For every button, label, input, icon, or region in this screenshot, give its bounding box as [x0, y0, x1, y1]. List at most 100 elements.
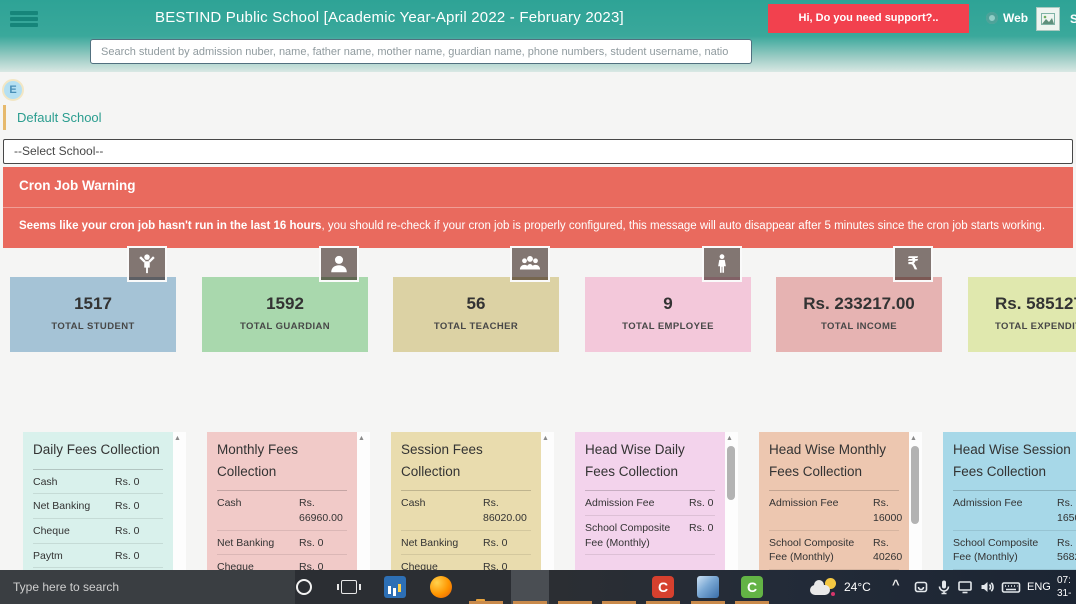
warning-message-bold: Seems like your cron job hasn't run in t…	[19, 220, 322, 232]
total-student-card: 1517 TOTAL STUDENT	[10, 277, 176, 352]
scrollbar[interactable]: ▲	[909, 432, 922, 604]
default-school-label: Default School	[17, 110, 102, 125]
fee-row: School Composite Fee (Monthly) Rs. 40260	[769, 531, 902, 570]
scroll-up-icon[interactable]: ▲	[542, 435, 549, 442]
clock-date: 31-	[1057, 587, 1072, 599]
support-button[interactable]: Hi, Do you need support?..	[768, 4, 969, 33]
web-icon	[986, 12, 998, 24]
card-title: Head Wise Session Fees Collection	[953, 439, 1076, 492]
web-label: Web	[1003, 11, 1029, 25]
open-app-indicator	[602, 601, 636, 604]
open-app-indicator	[646, 601, 680, 604]
fee-row: Cash Rs. 0	[33, 470, 163, 495]
camtasia-green-icon[interactable]: C	[741, 576, 763, 598]
fee-row: Cash Rs. 86020.00	[401, 491, 531, 531]
hamburger-menu-icon[interactable]	[10, 9, 38, 31]
student-search-input[interactable]	[90, 39, 752, 64]
scroll-up-icon[interactable]: ▲	[174, 435, 181, 442]
cron-job-warning-banner: Cron Job Warning Seems like your cron jo…	[3, 167, 1073, 248]
scrollbar[interactable]: ▲	[725, 432, 738, 604]
warning-title: Cron Job Warning	[19, 178, 136, 193]
tray-microphone-icon[interactable]	[936, 579, 952, 600]
scroll-up-icon[interactable]: ▲	[358, 435, 365, 442]
stat-label: TOTAL GUARDIAN	[239, 321, 331, 332]
warning-divider	[3, 207, 1073, 208]
fee-row: Cheque Rs. 0	[33, 519, 163, 544]
warning-message: Seems like your cron job hasn't run in t…	[19, 220, 1059, 232]
avatar[interactable]: E	[2, 79, 24, 101]
app-header: BESTIND Public School [Academic Year-Apr…	[0, 0, 1076, 72]
stat-label: TOTAL INCOME	[820, 321, 898, 332]
scrollbar[interactable]: ▲	[541, 432, 554, 604]
taskbar-clock[interactable]: 07: 31-	[1057, 575, 1071, 600]
card-title: Head Wise Daily Fees Collection	[585, 439, 715, 492]
school-select-dropdown[interactable]: --Select School--	[3, 139, 1073, 164]
windows-taskbar: Type here to search C C 24°C ^	[0, 570, 1076, 604]
profile-broken-image-icon[interactable]	[1036, 7, 1060, 31]
cortana-icon[interactable]	[296, 579, 312, 595]
scrollbar-thumb[interactable]	[911, 446, 919, 524]
fee-row: Admission Fee Rs. 16000	[769, 491, 902, 531]
page-title: BESTIND Public School [Academic Year-Apr…	[155, 9, 624, 26]
tray-chevron-up-icon[interactable]: ^	[892, 577, 900, 592]
stat-value: 56	[466, 294, 486, 313]
weather-icon[interactable]	[810, 578, 838, 596]
tray-snip-icon[interactable]	[913, 579, 929, 600]
open-app-indicator	[691, 601, 725, 604]
taskbar-search-box[interactable]: Type here to search	[0, 570, 295, 604]
fee-row: School Composite Fee (Monthly)Rs. 56820	[953, 531, 1076, 570]
firefox-icon[interactable]	[430, 576, 452, 598]
stat-value: 9	[663, 294, 673, 313]
tray-network-icon[interactable]	[957, 579, 973, 600]
stat-value: Rs. 233217.00	[803, 294, 915, 313]
fee-row: Cash Rs. 66960.00	[217, 491, 347, 531]
employee-icon	[702, 246, 742, 282]
scroll-up-icon[interactable]: ▲	[910, 435, 917, 442]
stat-value: 1592	[266, 294, 304, 313]
total-teacher-card: 56 TOTAL TEACHER	[393, 277, 559, 352]
fee-row: Net Banking Rs. 0	[401, 531, 531, 556]
task-view-icon[interactable]	[337, 580, 361, 594]
fee-row: Net Banking Rs. 0	[217, 531, 347, 556]
chrome-active-highlight	[511, 570, 549, 604]
open-app-indicator	[469, 601, 503, 604]
language-indicator[interactable]: ENG	[1027, 581, 1051, 593]
card-title: Daily Fees Collection	[33, 439, 163, 470]
scrollbar[interactable]: ▲	[173, 432, 186, 604]
fee-row: Admission Fee Rs. 0	[585, 491, 715, 516]
camtasia-red-icon[interactable]: C	[652, 576, 674, 598]
warning-message-rest: , you should re-check if your cron job i…	[321, 220, 1046, 232]
tray-keyboard-icon[interactable]	[1001, 579, 1021, 600]
total-employee-card: 9 TOTAL EMPLOYEE	[585, 277, 751, 352]
header-user-text[interactable]: S	[1070, 12, 1076, 26]
card-title: Monthly Fees Collection	[217, 439, 347, 492]
stat-label: TOTAL STUDENT	[51, 321, 135, 332]
weather-temp[interactable]: 24°C	[844, 580, 871, 594]
open-app-indicator	[558, 601, 592, 604]
stat-value: 1517	[74, 294, 112, 313]
scroll-up-icon[interactable]: ▲	[726, 435, 733, 442]
stat-value: Rs. 585127	[995, 294, 1076, 313]
tray-speaker-icon[interactable]	[979, 579, 995, 600]
student-icon	[127, 246, 167, 282]
guardian-icon	[319, 246, 359, 282]
card-title: Session Fees Collection	[401, 439, 531, 492]
blue-app-icon[interactable]	[697, 576, 719, 598]
open-app-indicator	[735, 601, 769, 604]
open-app-indicator	[513, 601, 547, 604]
card-title: Head Wise Monthly Fees Collection	[769, 439, 899, 492]
remote-app-icon[interactable]	[384, 576, 406, 598]
stat-label: TOTAL TEACHER	[433, 321, 519, 332]
clock-time: 07:	[1057, 575, 1071, 586]
total-expenditure-card: Rs. 585127 TOTAL EXPENDIT	[968, 277, 1076, 352]
scrollbar-thumb[interactable]	[727, 446, 735, 500]
fee-row: Net Banking Rs. 0	[33, 494, 163, 519]
total-income-card: Rs. 233217.00 TOTAL INCOME	[776, 277, 942, 352]
scrollbar[interactable]: ▲	[357, 432, 370, 604]
stat-label: TOTAL EXPENDIT	[995, 321, 1076, 332]
web-link[interactable]: Web	[986, 11, 1028, 25]
rupee-icon: ₹	[893, 246, 933, 282]
